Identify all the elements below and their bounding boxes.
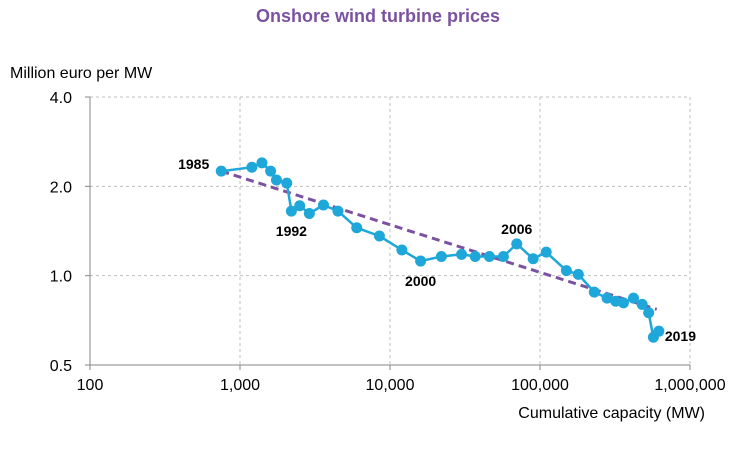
x-axis-label: Cumulative capacity (MW): [518, 405, 705, 422]
data-point: [469, 251, 481, 263]
data-point: [511, 238, 523, 250]
data-point: [527, 253, 539, 265]
x-tick-label: 1,000,000: [654, 377, 725, 394]
data-point: [627, 292, 639, 304]
trendline-group: [220, 169, 658, 311]
data-point: [653, 325, 665, 337]
y-axis-label: Million euro per MW: [10, 65, 153, 82]
axes: [85, 96, 691, 370]
series-group: [215, 157, 665, 343]
data-point: [373, 230, 385, 242]
year-annotation: 2000: [405, 273, 436, 289]
data-point: [270, 174, 282, 186]
year-annotation: 1992: [276, 223, 307, 239]
data-point: [540, 246, 552, 258]
annotations: 1985 1992 2000 2006 2019: [178, 156, 696, 344]
x-tick-label: 100,000: [511, 377, 569, 394]
data-point: [636, 298, 648, 310]
data-point: [643, 307, 655, 319]
x-tick-label: 10,000: [366, 377, 415, 394]
y-tick-label: 4.0: [50, 90, 72, 107]
data-point: [483, 251, 495, 263]
trendline: [220, 169, 658, 311]
series-line: [221, 161, 660, 340]
data-point: [285, 205, 297, 217]
data-point: [332, 205, 344, 217]
chart-title: Onshore wind turbine prices: [256, 6, 500, 26]
data-point: [294, 200, 306, 212]
data-point: [265, 165, 277, 177]
year-annotation: 2006: [501, 221, 532, 237]
data-point: [415, 255, 427, 267]
data-point: [246, 161, 258, 173]
data-point: [256, 157, 268, 169]
data-point: [435, 251, 447, 263]
data-point: [215, 165, 227, 177]
data-point: [396, 244, 408, 256]
data-point: [560, 265, 572, 277]
year-annotation: 1985: [178, 156, 209, 172]
data-point: [588, 286, 600, 298]
data-point: [351, 222, 363, 234]
data-point: [303, 207, 315, 219]
year-annotation: 2019: [665, 328, 696, 344]
tick-labels: 100 1,000 10,000 100,000 1,000,000 0.5 1.0 2.0 4…: [50, 90, 726, 394]
y-tick-label: 0.5: [50, 358, 72, 375]
y-tick-label: 1.0: [50, 269, 72, 286]
data-point: [572, 268, 584, 280]
data-point: [601, 292, 613, 304]
y-tick-label: 2.0: [50, 179, 72, 196]
x-tick-label: 1,000: [220, 377, 260, 394]
data-point: [281, 177, 293, 189]
data-point: [456, 248, 468, 260]
x-tick-label: 100: [77, 377, 104, 394]
data-point: [497, 251, 509, 263]
data-point: [317, 199, 329, 211]
data-point: [617, 297, 629, 309]
gridlines: [90, 96, 691, 365]
